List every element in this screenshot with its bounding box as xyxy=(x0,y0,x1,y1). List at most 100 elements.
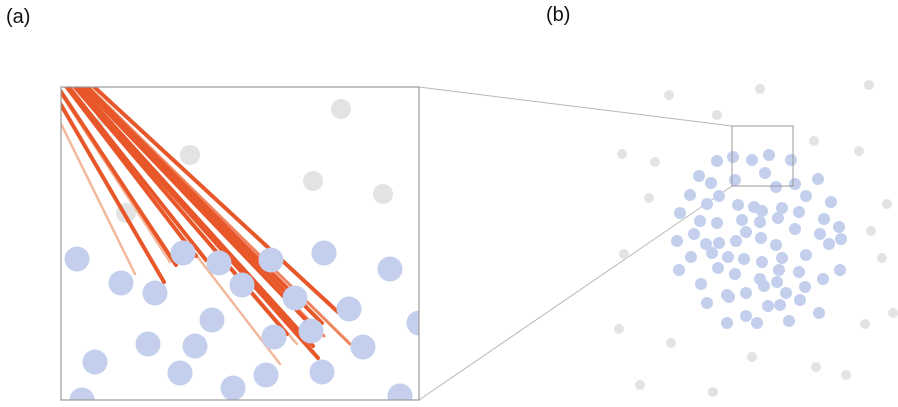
cluster-particle xyxy=(671,235,683,247)
strong-bond xyxy=(76,87,315,348)
overview-cluster-particles xyxy=(671,149,847,329)
cluster-particle xyxy=(694,215,706,227)
zoom-cluster-particles xyxy=(64,240,419,400)
gray-particle xyxy=(180,145,200,165)
cluster-particle xyxy=(727,151,739,163)
cluster-particle xyxy=(182,333,208,359)
cluster-particle xyxy=(762,300,774,312)
cluster-particle xyxy=(772,212,784,224)
cluster-particle xyxy=(729,174,741,186)
cluster-particle xyxy=(833,221,845,233)
overview-zoom-box xyxy=(731,125,794,187)
gray-particle xyxy=(617,149,627,159)
cluster-particle xyxy=(746,154,758,166)
cluster-particle xyxy=(789,178,801,190)
strong-bond xyxy=(91,87,341,315)
cluster-particle xyxy=(711,217,723,229)
panel-label-a: (a) xyxy=(6,6,31,28)
cluster-particle xyxy=(377,256,403,282)
cluster-particle xyxy=(311,240,337,266)
cluster-particle xyxy=(700,238,712,250)
gray-particle xyxy=(708,387,718,397)
cluster-particle xyxy=(701,297,713,309)
gray-particle xyxy=(619,249,629,259)
gray-particle xyxy=(882,199,892,209)
cluster-particle xyxy=(756,205,768,217)
cluster-particle xyxy=(823,238,835,250)
gray-particle xyxy=(888,308,898,318)
cluster-particle xyxy=(387,383,413,400)
cluster-particle xyxy=(723,291,735,303)
cluster-particle xyxy=(771,276,783,288)
cluster-particle xyxy=(794,294,806,306)
cluster-particle xyxy=(706,247,718,259)
cluster-particle xyxy=(736,214,748,226)
cluster-particle xyxy=(713,190,725,202)
cluster-particle xyxy=(721,317,733,329)
gray-particle xyxy=(877,253,887,263)
cluster-particle xyxy=(774,299,786,311)
cluster-particle xyxy=(712,262,724,274)
cluster-particle xyxy=(818,213,830,225)
gray-particle xyxy=(866,226,876,236)
cluster-particle xyxy=(406,310,419,336)
gray-particle xyxy=(303,171,323,191)
zoom-frame xyxy=(60,86,420,401)
cluster-particle xyxy=(142,280,168,306)
cluster-particle xyxy=(701,198,713,210)
cluster-particle xyxy=(199,307,225,333)
cluster-particle xyxy=(732,199,744,211)
cluster-particle xyxy=(813,307,825,319)
cluster-particle xyxy=(785,154,797,166)
gray-particle xyxy=(854,146,864,156)
cluster-particle xyxy=(773,264,785,276)
gray-particle xyxy=(614,324,624,334)
cluster-particle xyxy=(754,216,766,228)
gray-particle xyxy=(755,84,765,94)
cluster-particle xyxy=(350,334,376,360)
cluster-particle xyxy=(705,177,717,189)
panel-label-b: (b) xyxy=(546,4,571,26)
cluster-particle xyxy=(783,315,795,327)
cluster-particle xyxy=(729,268,741,280)
cluster-particle xyxy=(220,375,246,400)
cluster-particle xyxy=(108,270,134,296)
cluster-particle xyxy=(793,266,805,278)
cluster-particle xyxy=(309,359,335,385)
cluster-particle xyxy=(206,250,232,276)
cluster-particle xyxy=(817,273,829,285)
gray-particle xyxy=(635,380,645,390)
strong-bond xyxy=(64,87,198,258)
cluster-particle xyxy=(799,281,811,293)
strong-bond xyxy=(74,87,320,360)
cluster-particle xyxy=(800,190,812,202)
cluster-particle xyxy=(755,232,767,244)
cluster-particle xyxy=(756,256,768,268)
cluster-particle xyxy=(814,228,826,240)
cluster-particle xyxy=(776,202,788,214)
gray-particle xyxy=(666,338,676,348)
cluster-particle xyxy=(825,196,837,208)
gray-particle xyxy=(664,90,674,100)
cluster-particle xyxy=(261,324,287,350)
gray-particle xyxy=(809,136,819,146)
cluster-particle xyxy=(684,189,696,201)
cluster-particle xyxy=(673,264,685,276)
gray-particle xyxy=(864,80,874,90)
strong-bond xyxy=(82,87,301,308)
gray-particle xyxy=(860,319,870,329)
gray-particle xyxy=(747,352,757,362)
cluster-particle xyxy=(835,233,847,245)
gray-particle xyxy=(841,370,851,380)
cluster-particle xyxy=(282,285,308,311)
cluster-particle xyxy=(688,228,700,240)
cluster-particle xyxy=(800,249,812,261)
cluster-particle xyxy=(64,246,90,272)
cluster-particle xyxy=(722,251,734,263)
strong-bond xyxy=(61,100,166,284)
gray-particle xyxy=(811,362,821,372)
cluster-particle xyxy=(730,235,742,247)
cluster-particle xyxy=(253,362,279,388)
cluster-particle xyxy=(751,317,763,329)
cluster-particle xyxy=(763,149,775,161)
